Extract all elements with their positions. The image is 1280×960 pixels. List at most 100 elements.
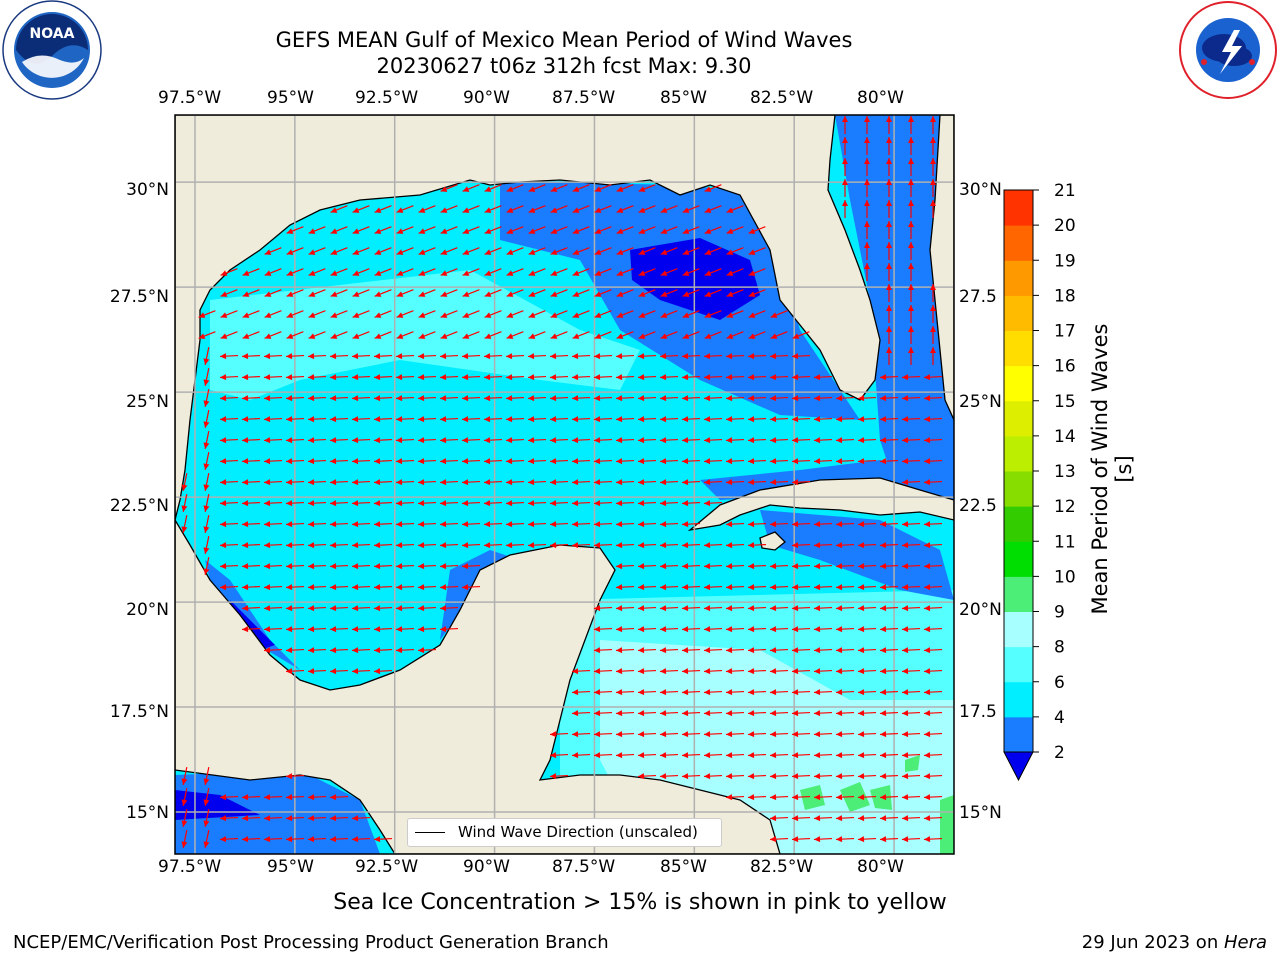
wind-arrow: [593, 752, 613, 759]
wind-arrow: [329, 395, 349, 402]
wind-arrow: [725, 773, 745, 780]
wind-arrow: [857, 416, 877, 423]
wind-arrow: [704, 331, 722, 339]
wind-arrow: [835, 458, 855, 465]
wind-arrow: [681, 689, 701, 696]
wind-arrow: [857, 668, 877, 675]
wind-arrow: [637, 521, 657, 528]
wind-arrow: [286, 247, 304, 255]
wind-arrow: [484, 310, 502, 318]
chart-title-line-2: 20230627 t06z 312h fcst Max: 9.30: [376, 54, 752, 78]
wind-arrow: [930, 326, 936, 344]
wind-arrow: [703, 437, 723, 444]
wind-arrow: [901, 836, 921, 843]
wind-arrow: [835, 668, 855, 675]
wind-arrow: [769, 458, 789, 465]
wind-arrow: [923, 815, 943, 822]
wind-arrow: [351, 500, 371, 507]
wind-arrow: [241, 479, 261, 486]
wind-arrow: [593, 458, 613, 465]
wind-arrow: [747, 794, 767, 801]
wind-arrow: [374, 226, 392, 234]
wind-arrow: [571, 479, 591, 486]
wind-arrow: [842, 179, 848, 197]
wind-arrow: [791, 521, 811, 528]
wind-arrow: [505, 521, 525, 528]
wind-arrow: [769, 437, 789, 444]
colorbar-tick-label-8: 8: [1054, 638, 1065, 658]
wind-arrow: [483, 374, 503, 381]
wind-arrow: [616, 205, 634, 213]
wind-arrow: [373, 605, 393, 612]
wind-arrow: [264, 310, 282, 318]
wind-arrow: [484, 331, 502, 339]
wind-arrow: [285, 500, 305, 507]
period-band-9-10-patch-4: [905, 755, 920, 772]
wind-arrow: [681, 437, 701, 444]
wind-arrow: [572, 310, 590, 318]
wind-arrow: [923, 752, 943, 759]
wind-arrow: [396, 310, 414, 318]
wind-arrow: [329, 563, 349, 570]
wind-arrow: [439, 563, 459, 570]
period-band-2-4-cuba-south: [760, 510, 954, 600]
wind-arrow: [549, 353, 569, 360]
wind-arrow: [725, 353, 745, 360]
wind-arrow: [791, 710, 811, 717]
wind-wave-direction-arrows: [181, 116, 943, 848]
wind-arrow: [813, 521, 833, 528]
wind-arrow: [769, 668, 789, 675]
wind-arrow: [923, 542, 943, 549]
wind-arrow: [659, 752, 679, 759]
sea-ice-note-text: Sea Ice Concentration > 15% is shown in …: [333, 890, 947, 915]
wind-arrow: [886, 305, 892, 323]
lon-label-bottom-95: 95°W: [267, 857, 314, 877]
wind-arrow: [181, 767, 188, 785]
lat-label-right-20: 20°N: [959, 600, 1002, 620]
wind-arrow: [395, 584, 415, 591]
wind-arrow: [307, 521, 327, 528]
wind-arrow: [285, 668, 305, 675]
noaa-logo: NOAA: [0, 0, 104, 104]
wind-arrow: [219, 542, 239, 549]
wind-arrow: [373, 458, 393, 465]
wind-arrow: [813, 773, 833, 780]
wind-arrow: [181, 494, 188, 512]
wind-arrow: [923, 836, 943, 843]
wind-arrow: [396, 226, 414, 234]
wind-arrow: [769, 731, 789, 738]
legend-line-swatch: [415, 832, 445, 833]
wind-arrow: [550, 289, 568, 297]
wind-arrow: [725, 584, 745, 591]
wind-arrow: [616, 310, 634, 318]
colorbar-segment-13: [1004, 260, 1033, 296]
wind-arrow: [417, 647, 437, 654]
wind-arrow: [747, 710, 767, 717]
wind-arrow: [506, 331, 524, 339]
lat-label-left-17-5: 17.5°N: [109, 702, 169, 722]
wind-arrow: [703, 605, 723, 612]
wind-arrow: [769, 815, 789, 822]
wind-arrow: [681, 416, 701, 423]
wind-arrow: [203, 830, 210, 848]
wind-arrow: [637, 395, 657, 402]
wind-arrow: [747, 647, 767, 654]
wind-arrow: [879, 794, 899, 801]
lon-label-bottom-85: 85°W: [660, 857, 707, 877]
wind-arrow: [242, 289, 260, 297]
wind-arrow: [571, 752, 591, 759]
wind-arrow: [417, 353, 437, 360]
wind-arrow: [352, 268, 370, 276]
wind-arrow: [908, 242, 914, 260]
wind-arrow: [263, 458, 283, 465]
wind-arrow: [886, 284, 892, 302]
wind-arrow: [725, 458, 745, 465]
wind-arrow: [659, 437, 679, 444]
wind-arrow: [373, 521, 393, 528]
wind-arrow: [549, 374, 569, 381]
wind-arrow: [769, 416, 789, 423]
wind-arrow: [395, 563, 415, 570]
wind-arrow: [857, 815, 877, 822]
wind-arrow: [351, 353, 371, 360]
wind-arrow: [461, 563, 481, 570]
